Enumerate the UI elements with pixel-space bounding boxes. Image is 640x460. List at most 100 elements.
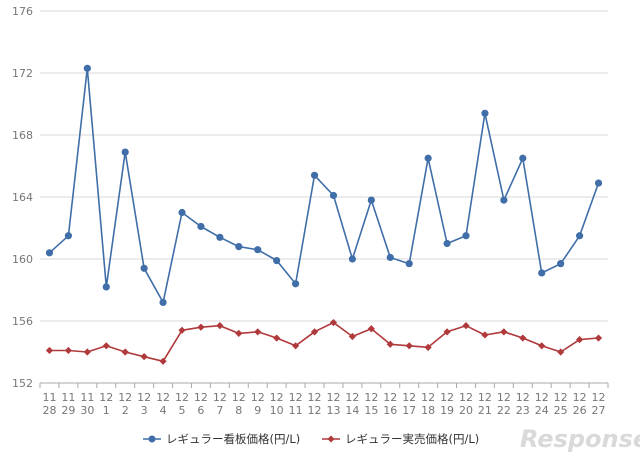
data-point-diamond (386, 340, 394, 348)
data-point-circle (367, 196, 375, 204)
x-tick-label-day: 6 (197, 404, 204, 417)
data-point-circle (576, 232, 584, 240)
x-tick-label-day: 10 (270, 404, 284, 417)
x-tick-label-month: 12 (383, 391, 397, 404)
data-point-circle (519, 154, 527, 162)
x-tick-label-day: 5 (179, 404, 186, 417)
x-tick-label-day: 15 (364, 404, 378, 417)
x-tick-label-month: 12 (535, 391, 549, 404)
x-tick-label-month: 12 (270, 391, 284, 404)
x-tick-label-month: 12 (497, 391, 511, 404)
data-point-circle (443, 239, 451, 248)
x-tick-label-day: 16 (383, 404, 397, 417)
data-point-circle (64, 232, 72, 240)
x-tick-label-month: 12 (554, 391, 568, 404)
data-point-circle (178, 208, 186, 217)
x-tick-label-day: 2 (122, 404, 129, 417)
x-tick-label-day: 14 (345, 404, 359, 417)
data-point-circle (557, 260, 565, 268)
data-point-diamond (216, 322, 224, 330)
response-watermark: Response. (520, 425, 640, 453)
x-tick-label-day: 30 (80, 404, 94, 417)
y-axis: 152 156 160 164 168 172 176 (12, 5, 33, 390)
data-point-circle (83, 64, 91, 72)
data-point-diamond (367, 325, 375, 333)
data-point-diamond (538, 342, 546, 350)
x-tick-label-day: 9 (254, 404, 261, 417)
y-tick-label: 156 (12, 315, 33, 328)
data-point-diamond (254, 328, 262, 336)
legend-label-signboard-price: レギュラー看板価格(円/L) (166, 432, 300, 446)
x-axis: 1128112911301211221231241251261271281291… (39, 382, 609, 417)
legend-marker-diamond (327, 435, 335, 443)
x-tick-label-month: 12 (478, 391, 492, 404)
x-tick-label-month: 12 (402, 391, 416, 404)
x-tick-label-month: 12 (364, 391, 378, 404)
x-tick-label-day: 20 (459, 404, 473, 417)
x-tick-label-month: 12 (573, 391, 587, 404)
legend-item-actual-price: レギュラー実売価格(円/L) (322, 432, 479, 446)
x-tick-label-month: 12 (326, 391, 340, 404)
data-point-circle (594, 179, 603, 187)
x-tick-label-day: 21 (478, 404, 492, 417)
data-point-circle (500, 196, 508, 204)
grid-lines (40, 10, 608, 384)
data-point-diamond (45, 346, 54, 355)
data-point-circle (235, 243, 243, 251)
data-point-diamond (235, 329, 243, 337)
x-tick-label-day: 24 (535, 404, 549, 417)
x-tick-label-month: 12 (137, 391, 151, 404)
data-point-circle (121, 148, 129, 156)
data-point-diamond (159, 357, 167, 365)
legend-item-signboard-price: レギュラー看板価格(円/L) (143, 432, 300, 446)
y-tick-label: 176 (12, 5, 33, 18)
x-tick-label-month: 12 (289, 391, 303, 404)
y-tick-label: 168 (12, 129, 33, 142)
x-tick-label-day: 22 (497, 404, 511, 417)
series-group (45, 64, 603, 365)
legend-marker-circle (148, 435, 156, 443)
y-tick-label: 172 (12, 67, 33, 80)
x-tick-label-day: 28 (42, 404, 56, 417)
data-point-diamond (443, 328, 451, 336)
data-point-diamond (557, 348, 565, 356)
data-point-diamond (83, 348, 91, 356)
x-tick-label-month: 12 (213, 391, 227, 404)
data-point-circle (45, 249, 54, 257)
x-tick-label-month: 12 (232, 391, 246, 404)
data-point-diamond (310, 328, 319, 336)
x-tick-label-month: 12 (459, 391, 473, 404)
data-point-diamond (273, 334, 281, 342)
series-line-1 (49, 321, 599, 363)
x-tick-label-month: 12 (308, 391, 322, 404)
data-point-diamond (292, 342, 300, 350)
data-point-circle (462, 232, 470, 240)
data-point-diamond (519, 334, 527, 342)
data-point-diamond (481, 331, 489, 339)
data-point-circle (254, 246, 262, 254)
x-tick-label-month: 11 (80, 391, 94, 404)
legend: レギュラー看板価格(円/L) レギュラー実売価格(円/L) (143, 432, 479, 446)
x-tick-label-month: 12 (194, 391, 208, 404)
x-tick-label-day: 26 (573, 404, 587, 417)
x-tick-label-day: 23 (516, 404, 530, 417)
data-point-diamond (197, 323, 205, 331)
data-point-diamond (462, 322, 470, 330)
data-point-circle (273, 256, 281, 265)
x-tick-label-day: 4 (160, 404, 167, 417)
x-tick-label-day: 19 (440, 404, 454, 417)
data-point-circle (216, 233, 224, 241)
x-tick-label-month: 12 (251, 391, 265, 404)
data-point-diamond (102, 342, 110, 350)
x-tick-label-month: 12 (516, 391, 530, 404)
x-tick-label-month: 12 (592, 391, 606, 404)
y-tick-label: 160 (12, 253, 33, 266)
data-point-circle (386, 253, 394, 262)
x-tick-label-month: 12 (156, 391, 170, 404)
data-point-diamond (121, 348, 129, 356)
x-tick-label-day: 11 (289, 404, 303, 417)
series-line-0 (48, 67, 600, 304)
x-tick-label-day: 13 (326, 404, 340, 417)
data-point-circle (140, 264, 148, 272)
